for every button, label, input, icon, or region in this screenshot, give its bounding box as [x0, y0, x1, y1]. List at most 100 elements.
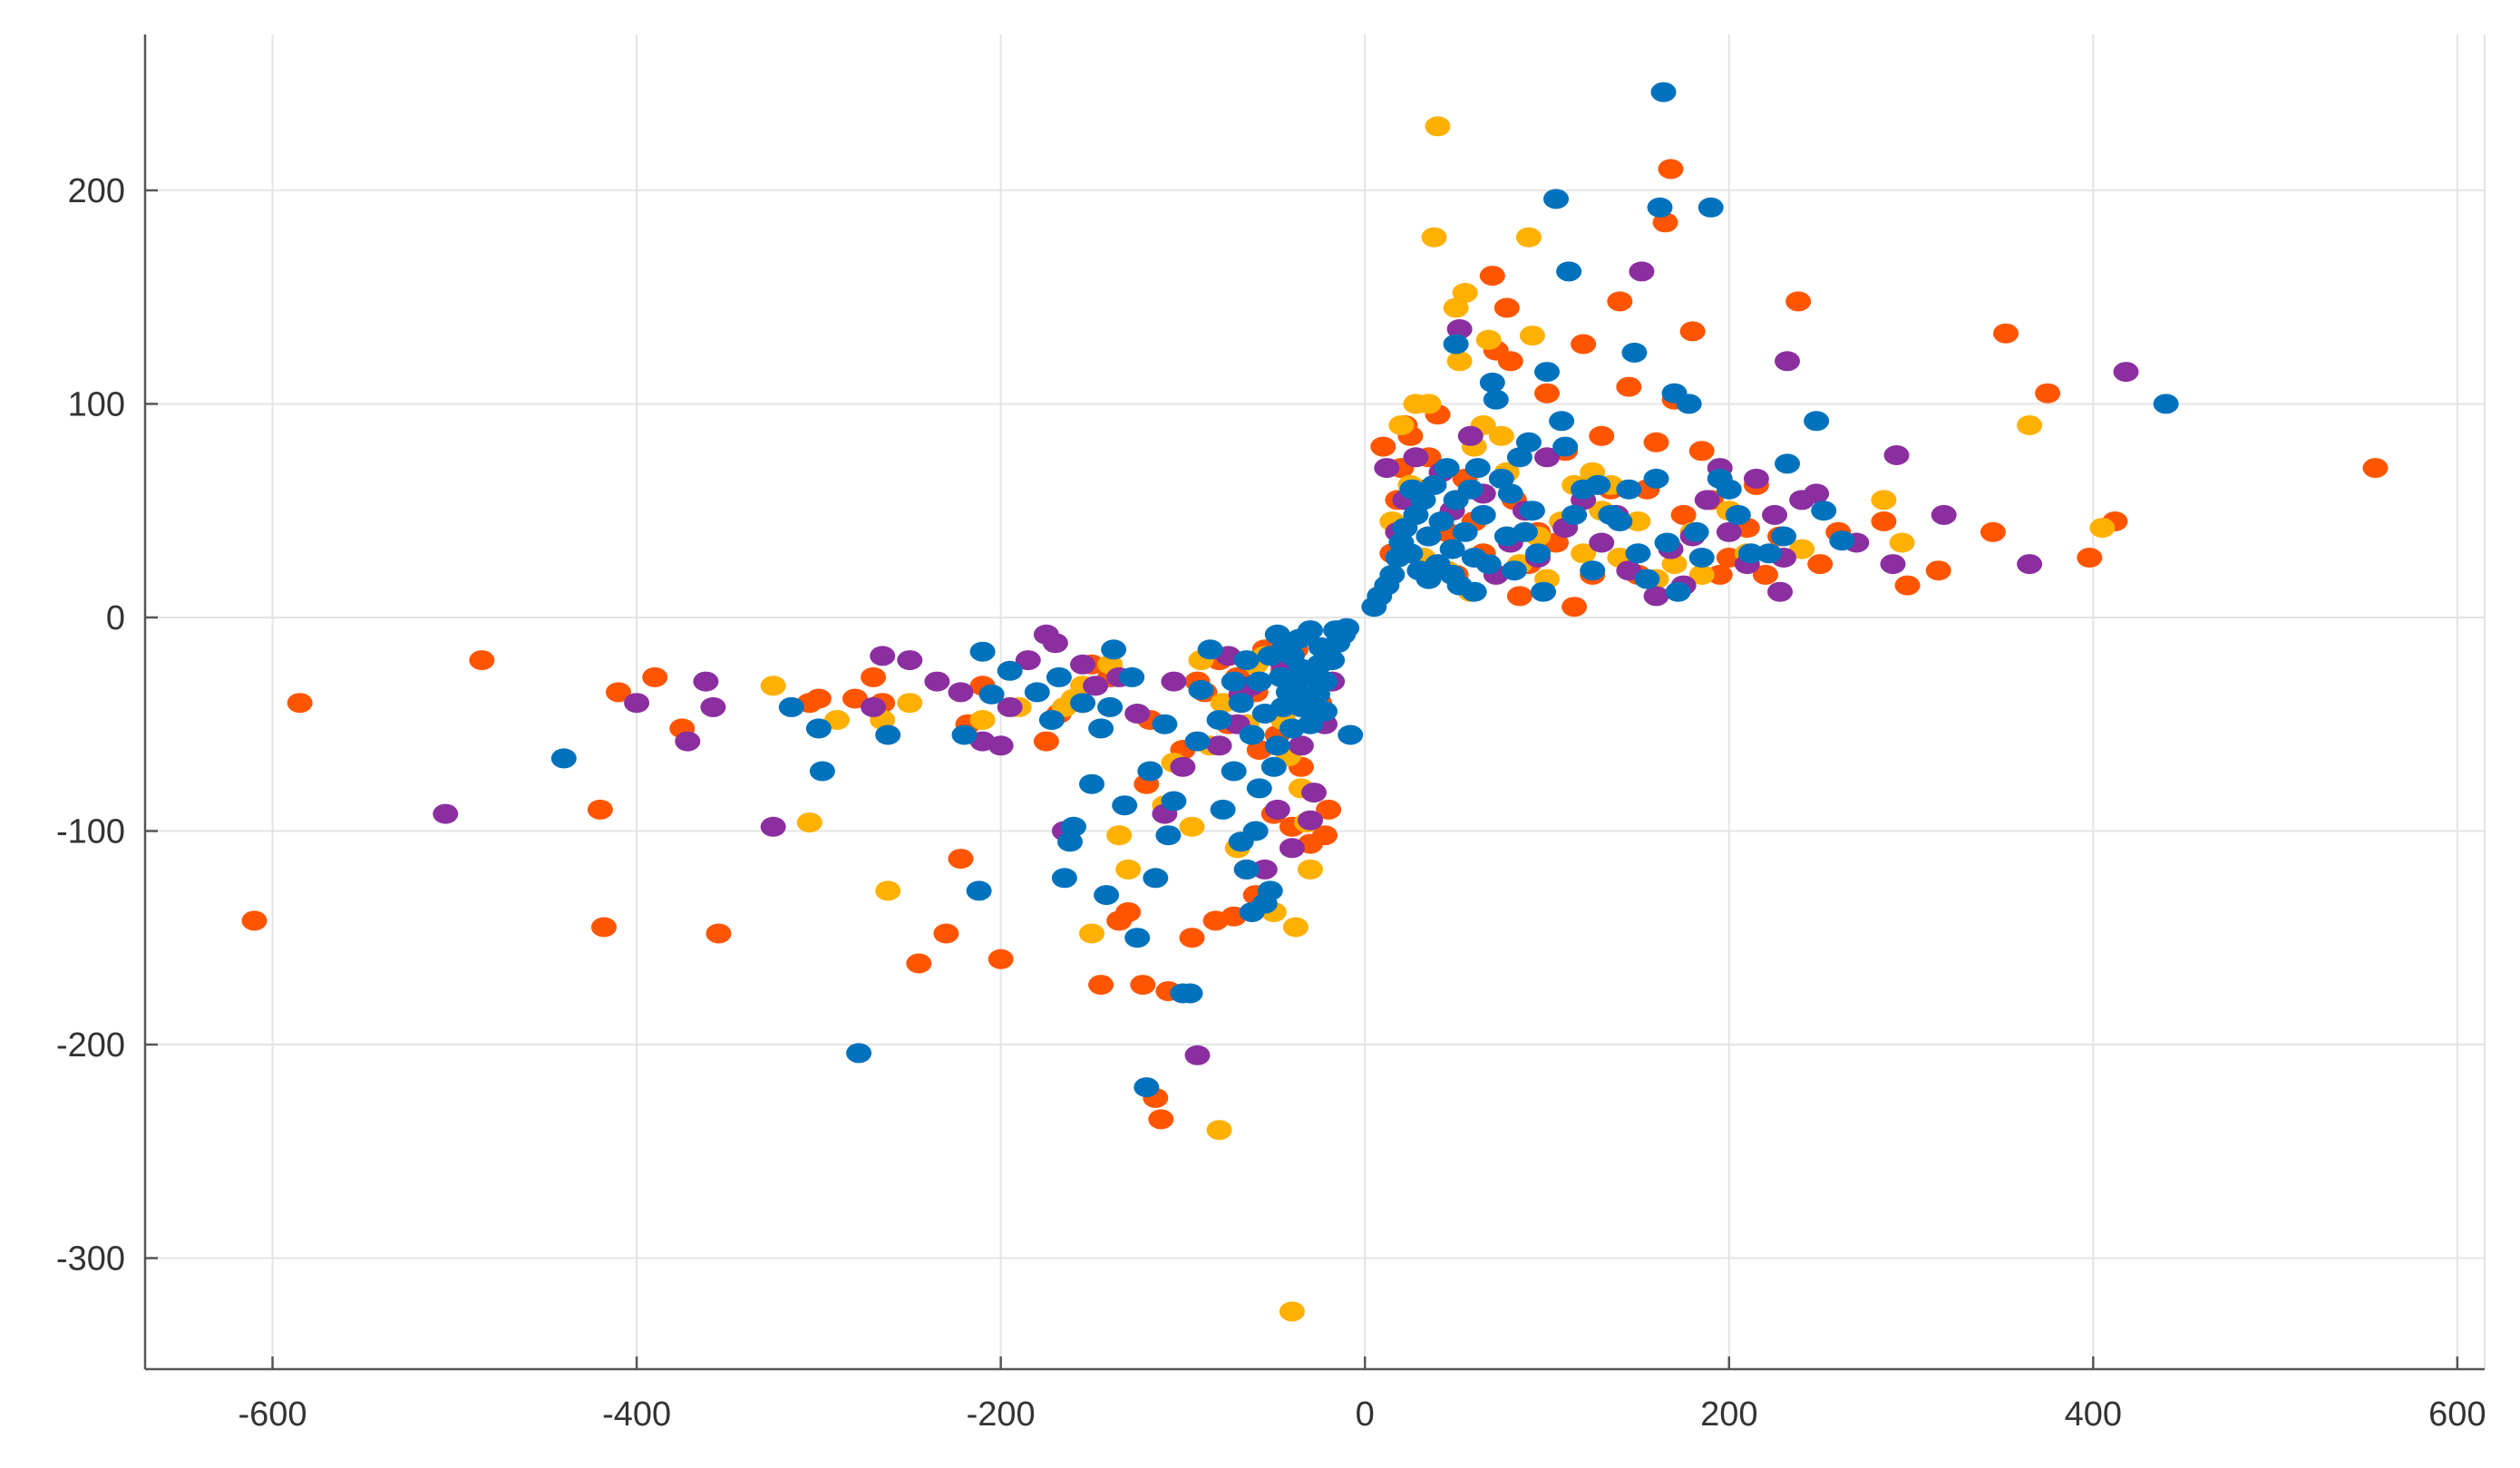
data-point [1112, 795, 1138, 816]
data-point [1057, 831, 1083, 852]
data-point [1130, 975, 1156, 996]
series-3 [550, 82, 2179, 1098]
data-point [1188, 680, 1214, 700]
data-point [1228, 693, 1254, 714]
data-point [966, 880, 992, 901]
data-point [906, 953, 932, 974]
data-point [1543, 189, 1569, 209]
data-point [591, 917, 617, 938]
data-point [1443, 297, 1469, 318]
data-point [1464, 458, 1491, 479]
data-point [642, 666, 668, 687]
data-point [433, 803, 459, 824]
data-point [469, 650, 495, 671]
data-point [824, 710, 850, 730]
data-point [778, 696, 804, 717]
data-point [1767, 581, 1793, 602]
data-point [1475, 554, 1502, 575]
data-point [1298, 810, 1323, 831]
y-tick-label: 0 [106, 599, 125, 637]
data-point [1457, 479, 1484, 500]
x-tick-label: 400 [2065, 1395, 2122, 1434]
data-point [1452, 283, 1478, 303]
data-point [1683, 521, 1709, 542]
data-point [1647, 197, 1673, 218]
data-point [1094, 885, 1120, 906]
data-point [1399, 479, 1425, 500]
data-point [1421, 474, 1447, 495]
data-point [1607, 291, 1633, 312]
data-point [1251, 704, 1278, 724]
data-point [1698, 197, 1724, 218]
data-point [760, 676, 786, 696]
data-point [1804, 483, 1830, 504]
data-point [948, 849, 974, 870]
data-point [550, 748, 577, 769]
data-point [287, 693, 313, 714]
data-point [1374, 458, 1400, 479]
data-point [1512, 521, 1538, 542]
data-point [1483, 389, 1509, 410]
data-point [1051, 868, 1077, 889]
data-point [1589, 425, 1615, 446]
data-point [796, 812, 822, 833]
data-point [1161, 791, 1187, 812]
data-points [241, 82, 2389, 1322]
data-point [1688, 441, 1715, 462]
data-point [997, 696, 1023, 717]
data-point [1298, 620, 1323, 641]
data-point [1894, 575, 1921, 596]
data-point [1421, 227, 1447, 248]
data-point [1650, 82, 1677, 102]
data-point [1501, 560, 1527, 581]
data-point [1488, 425, 1514, 446]
data-point [1737, 543, 1764, 564]
data-point [2077, 548, 2103, 568]
data-point [870, 646, 896, 666]
data-point [1124, 928, 1151, 948]
data-point [1562, 597, 1588, 617]
data-point [1829, 530, 1855, 551]
data-point [1531, 581, 1556, 602]
data-point [1161, 671, 1187, 692]
data-point [1707, 564, 1733, 585]
data-point [1515, 432, 1542, 452]
data-point [1079, 773, 1104, 794]
data-point [1242, 821, 1269, 841]
data-point [1024, 682, 1050, 703]
data-point [1206, 710, 1232, 730]
data-point [1061, 816, 1086, 837]
x-tick-label: 600 [2428, 1395, 2486, 1434]
data-point [1658, 159, 1684, 180]
data-point [1221, 761, 1247, 782]
data-point [1488, 468, 1514, 489]
data-point [988, 735, 1014, 756]
data-point [1434, 458, 1460, 479]
data-point [2089, 518, 2116, 539]
data-point [1088, 718, 1114, 739]
data-point [1497, 351, 1523, 372]
data-point [1676, 394, 1702, 414]
data-point [1993, 323, 2019, 344]
data-point [1534, 447, 1560, 468]
data-point [1152, 714, 1178, 734]
data-point [1716, 521, 1742, 542]
data-point [1607, 511, 1633, 531]
data-point [606, 682, 631, 703]
data-point [1197, 639, 1223, 660]
data-point [1585, 474, 1611, 495]
data-point [988, 948, 1014, 969]
data-point [1694, 490, 1720, 510]
data-point [1079, 923, 1104, 944]
data-point [1525, 543, 1551, 564]
data-point [1282, 917, 1309, 938]
data-point [1775, 453, 1800, 474]
data-point [1143, 868, 1169, 889]
x-tick-label: -200 [967, 1395, 1036, 1434]
data-point [978, 684, 1005, 705]
data-point [700, 696, 726, 717]
data-point [1428, 511, 1455, 531]
data-point [1403, 504, 1429, 525]
data-point [1179, 816, 1205, 837]
